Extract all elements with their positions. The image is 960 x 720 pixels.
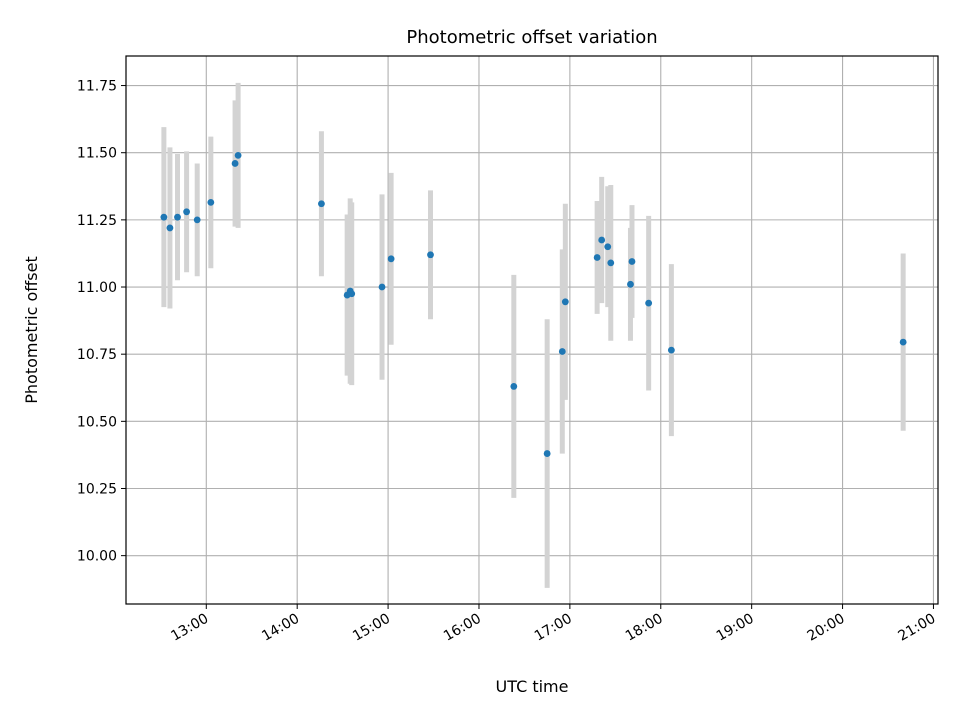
data-point [543,450,551,457]
data-point [510,383,518,390]
data-point [607,259,615,267]
y-tick-label: 10.50 [77,414,117,430]
data-point [166,224,174,232]
data-point [899,338,907,346]
data-point [645,299,653,307]
chart-title: Photometric offset variation [406,27,657,48]
data-point [183,208,190,216]
y-tick-label: 10.25 [77,481,117,497]
plot-frame [125,55,939,605]
x-axis-label: UTC time [496,677,569,696]
data-point [174,213,181,221]
data-point [604,243,612,251]
data-point [558,348,566,355]
data-point [628,258,636,265]
data-point [231,160,239,167]
data-point [667,346,675,354]
data-point [318,200,325,208]
y-tick-label: 10.00 [77,549,117,565]
data-point [160,213,168,221]
data-point [427,251,434,259]
data-point [378,283,386,291]
y-tick-label: 11.50 [77,146,117,162]
y-tick-label: 10.75 [77,347,117,363]
data-point [348,290,356,298]
y-axis-label: Photometric offset [22,256,41,404]
data-point [193,216,201,224]
data-point [387,255,395,263]
data-point [561,298,569,306]
y-tick-label: 11.25 [77,213,117,229]
y-tick-label: 11.75 [77,79,117,95]
data-point [234,151,242,159]
data-point [627,280,634,288]
data-point [207,199,215,206]
y-tick-label: 11.00 [77,280,117,296]
data-point [598,236,606,244]
grid [126,56,938,604]
data-point [593,254,601,261]
data-points [160,151,907,457]
